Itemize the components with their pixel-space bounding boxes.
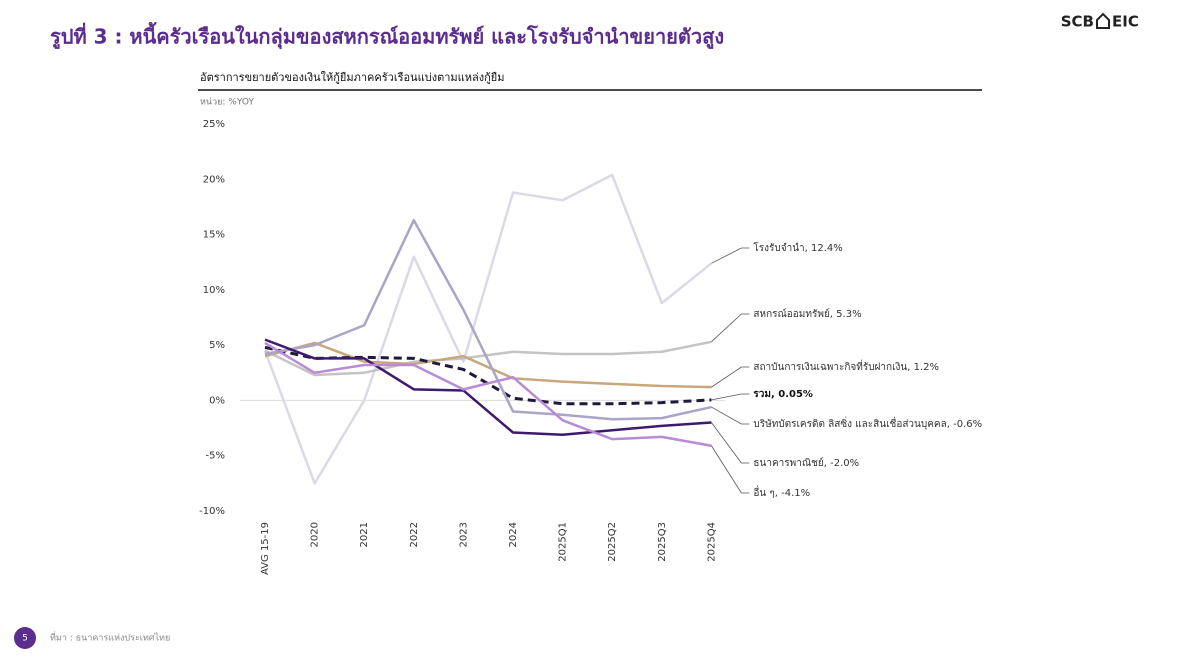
y-tick-label: 5%	[209, 340, 225, 351]
series-label: บริษัทบัตรเครดิต ลิสซิ่ง และสินเชื่อส่วน…	[753, 416, 982, 430]
y-tick-label: 0%	[209, 395, 225, 406]
series-line	[264, 218, 712, 421]
chart-title: อัตราการขยายตัวของเงินให้กู้ยืมภาคครัวเร…	[200, 71, 504, 84]
leader-line	[711, 247, 750, 264]
leader-line	[711, 445, 750, 494]
series-label: ธนาคารพาณิชย์, -2.0%	[753, 457, 859, 469]
y-tick-label: 15%	[203, 230, 225, 241]
x-tick-label: 2025Q2	[607, 522, 618, 562]
logo-icon	[1096, 12, 1110, 29]
y-tick-label: 25%	[203, 119, 225, 130]
x-tick-label: 2025Q4	[706, 522, 717, 562]
x-tick-label: 2023	[458, 522, 469, 547]
series-line	[264, 341, 712, 389]
x-tick-label: 2024	[508, 522, 519, 547]
x-tick-label: 2020	[310, 522, 321, 547]
series-label: อื่น ๆ, -4.1%	[753, 485, 810, 499]
logo-right: EIC	[1112, 13, 1139, 31]
page-badge	[14, 627, 36, 649]
leader-line	[711, 422, 750, 464]
logo-left: SCB	[1061, 13, 1094, 31]
series-label: โรงรับจำนำ, 12.4%	[753, 241, 842, 254]
leader-line	[711, 313, 750, 343]
source: ที่มา : ธนาคารแห่งประเทศไทย	[50, 631, 170, 644]
leader-line	[711, 406, 750, 425]
y-tick-label: 20%	[203, 174, 225, 185]
y-tick-label: -10%	[199, 506, 225, 517]
series-line	[264, 340, 712, 377]
unit-label: หน่วย: %YOY	[200, 98, 254, 108]
series-label: รวม, 0.05%	[753, 389, 813, 400]
x-tick-label: 2025Q3	[657, 522, 668, 562]
x-tick-label: 2025Q1	[558, 522, 569, 562]
leader-line	[711, 393, 750, 401]
series-line	[264, 341, 712, 447]
page-number: 5	[22, 634, 28, 644]
slide-title: รูปที่ 3 : หนี้ครัวเรือนในกลุ่มของสหกรณ์…	[50, 22, 724, 51]
x-tick-label: 2022	[409, 522, 420, 547]
series-label: สหกรณ์ออมทรัพย์, 5.3%	[753, 308, 861, 320]
series-line	[263, 173, 713, 485]
x-tick-label: 2021	[359, 522, 370, 547]
leader-line	[711, 366, 750, 388]
y-tick-label: 10%	[203, 285, 225, 296]
series-label: สถาบันการเงินเฉพาะกิจที่รับฝากเงิน, 1.2%	[753, 359, 939, 373]
series-line	[264, 345, 712, 406]
series-line	[264, 338, 712, 436]
y-tick-label: -5%	[206, 451, 225, 462]
x-tick-label: AVG 15-19	[260, 522, 271, 575]
